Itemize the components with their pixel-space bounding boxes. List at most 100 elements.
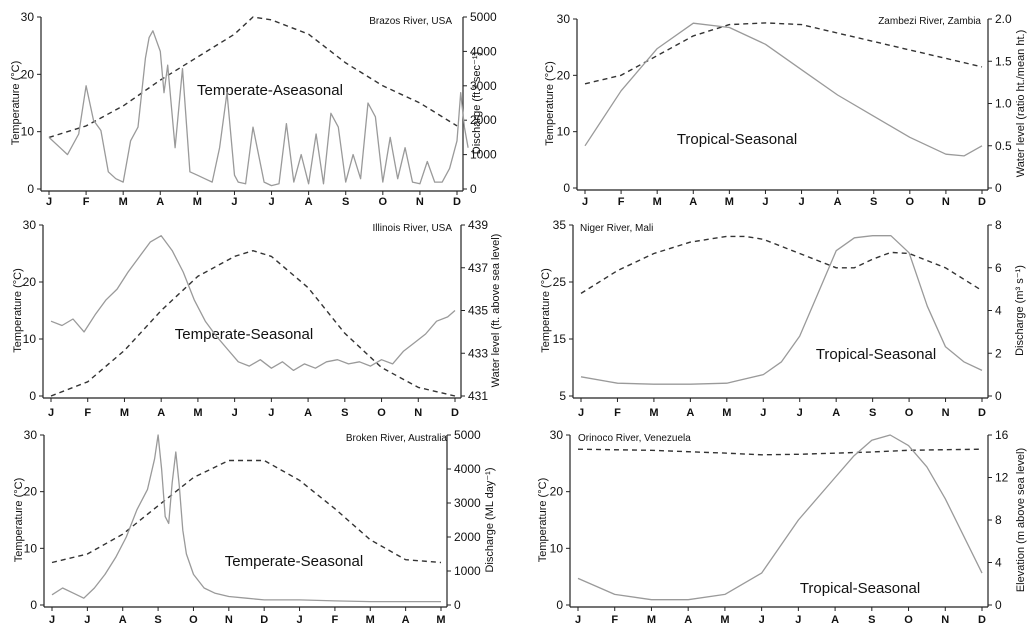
y-axis-label-right: Discharge (m³ s⁻¹) [1014,265,1026,356]
x-tick-label: O [905,407,914,419]
x-tick-label: D [978,196,986,208]
y-tick-label-left: 0 [563,181,570,195]
x-tick-label: J [231,196,237,208]
y-tick-label-right: 431 [468,389,488,403]
panel-niger-river: 5 15 25 35 0 2 4 6 8 J F M A M J J A S O N D Temperature (°C)… [540,218,1026,419]
temperature-line [584,22,983,85]
y-tick-label-right: 439 [468,218,488,232]
x-tick-label: F [611,614,618,626]
y-tick-label-right: 8 [995,513,1002,527]
flow-line [50,235,456,372]
y-tick-label-right: 4000 [470,44,497,58]
y-tick-label-right: 4 [995,556,1002,570]
x-tick-label: J [268,196,274,208]
y-tick-label-right: 0 [470,182,477,196]
x-tick-label: A [304,407,312,419]
x-tick-label: O [379,196,388,208]
y-tick-label-left: 10 [550,541,564,555]
panel-brazos-river: 0 10 20 30 0 1000 2000 3000 4000 5000 J F M A M J J A S O N D… [10,10,497,208]
x-tick-label: N [941,614,949,626]
x-tick-label: F [83,196,90,208]
x-tick-label: M [725,196,734,208]
y-tick-label-right: 1.0 [995,97,1012,111]
flow-line [51,434,441,603]
x-tick-label: J [296,614,302,626]
x-tick-label: O [906,196,915,208]
y-axis-label-left: Temperature (°C) [13,478,25,562]
x-tick-label: O [377,407,386,419]
river-name: Illinois River, USA [373,223,453,234]
flow-line [48,30,469,187]
x-tick-label: M [722,407,731,419]
y-tick-label-right: 0 [995,598,1002,612]
x-tick-label: S [868,614,875,626]
y-axis-label-left: Temperature (°C) [540,268,552,352]
y-tick-label-left: 10 [557,125,571,139]
x-tick-label: J [232,407,238,419]
regime-label: Tropical-Seasonal [816,346,936,363]
y-tick-label-left: 30 [557,12,571,26]
panel-broken-river: 0 10 20 30 0 1000 2000 3000 4000 5000 J J A S O N D J F M A M… [13,428,496,626]
y-tick-label-left: 20 [21,67,35,81]
x-tick-label: F [84,407,91,419]
x-tick-label: O [189,614,198,626]
y-tick-label-left: 5 [559,389,566,403]
y-axis-label-right: Elevation (m above sea level) [1015,448,1027,592]
y-tick-label-left: 20 [23,275,37,289]
temperature-line [51,459,442,564]
river-name: Broken River, Australia [346,433,448,444]
x-tick-label: A [686,407,694,419]
y-axis-label-right: Water level (ft. above sea level) [490,234,502,388]
x-tick-label: J [795,614,801,626]
x-tick-label: J [46,196,52,208]
x-tick-label: M [366,614,375,626]
y-tick-label-right: 0 [995,181,1002,195]
x-tick-label: N [942,407,950,419]
y-tick-label-right: 4 [995,304,1002,318]
x-tick-label: M [193,196,202,208]
x-tick-label: M [720,614,729,626]
y-tick-label-right: 0 [454,598,461,612]
y-tick-label-right: 3000 [454,496,481,510]
x-tick-label: J [268,407,274,419]
y-tick-label-left: 25 [553,275,567,289]
y-tick-label-left: 30 [24,428,38,442]
x-tick-label: J [84,614,90,626]
regime-label: Temperate-Seasonal [225,553,363,570]
y-tick-label-left: 20 [24,485,38,499]
x-tick-label: A [684,614,692,626]
x-tick-label: M [436,614,445,626]
x-tick-label: M [653,196,662,208]
x-tick-label: S [870,196,877,208]
x-tick-label: N [414,407,422,419]
river-name: Brazos River, USA [369,16,452,27]
x-tick-label: A [831,614,839,626]
x-tick-label: J [798,196,804,208]
y-axis-label-left: Temperature (°C) [544,61,556,145]
x-tick-label: D [260,614,268,626]
x-tick-label: J [575,614,581,626]
x-tick-label: A [834,196,842,208]
x-tick-label: J [762,196,768,208]
y-tick-label-left: 30 [21,10,35,24]
river-name: Niger River, Mali [580,223,653,234]
y-tick-label-right: 16 [995,428,1009,442]
y-tick-label-left: 0 [556,598,563,612]
x-tick-label: J [760,407,766,419]
river-name: Zambezi River, Zambia [878,16,981,27]
y-tick-label-right: 1000 [470,148,497,162]
x-tick-label: A [305,196,313,208]
y-tick-label-left: 35 [553,218,567,232]
x-tick-label: S [154,614,161,626]
x-tick-label: M [647,614,656,626]
regime-label: Temperate-Aseasonal [197,82,343,99]
x-tick-label: D [978,614,986,626]
x-tick-label: O [904,614,913,626]
y-axis-label-left: Temperature (°C) [10,61,22,145]
y-tick-label-right: 12 [995,471,1009,485]
y-tick-label-right: 2.0 [995,12,1012,26]
y-tick-label-right: 5000 [454,428,481,442]
regime-label: Temperate-Seasonal [175,326,313,343]
y-tick-label-left: 10 [24,541,38,555]
